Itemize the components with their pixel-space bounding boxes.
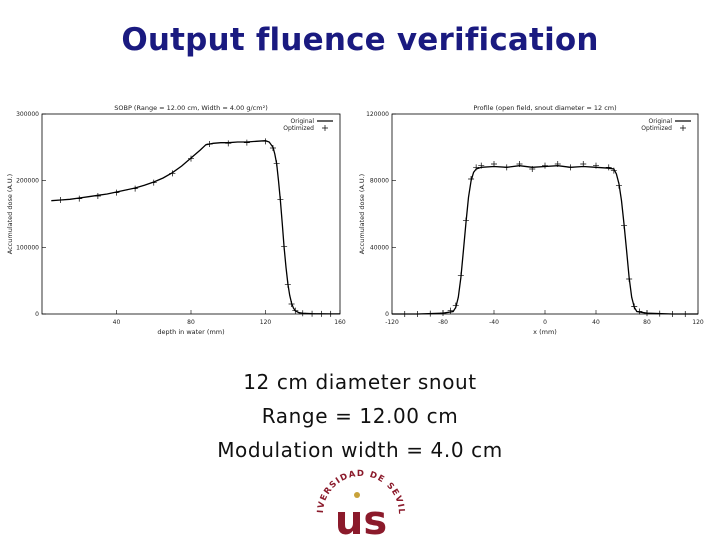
data-point-optimized: [615, 182, 622, 189]
data-point-optimized: [478, 162, 485, 169]
data-point-optimized: [491, 161, 497, 167]
x-axis-label: x (mm): [533, 328, 557, 336]
data-point-optimized: [94, 193, 101, 199]
x-axis-label: depth in water (mm): [157, 328, 224, 336]
data-point-optimized: [292, 307, 299, 314]
data-point-optimized: [462, 217, 469, 224]
data-point-optimized: [284, 281, 291, 288]
data-point-optimized: [318, 310, 325, 317]
data-point-optimized: [626, 276, 633, 282]
x-tick-label: 0: [543, 319, 547, 326]
chart-title: Profile (open field, snout diameter = 12…: [473, 104, 616, 112]
x-tick-label: 120: [260, 319, 272, 326]
legend-entry-optimized: Optimized: [283, 125, 314, 132]
legend-entry-original: Original: [649, 118, 673, 125]
data-point-optimized: [610, 167, 617, 174]
sobp-depth-dose-chart: 40 80 120 160 0 100000 200000 300000 SOBP (Range…: [6, 104, 346, 336]
plot-frame: [41, 113, 341, 315]
x-tick-label: 120: [692, 319, 704, 326]
data-point-optimized: [273, 160, 280, 167]
data-point-optimized: [57, 197, 64, 203]
x-tick-label: 80: [643, 319, 651, 326]
slide-title: Output fluence verification: [121, 22, 599, 58]
data-point-optimized: [309, 310, 316, 317]
data-point-optimized: [457, 272, 464, 279]
x-tick-label: 80: [187, 319, 195, 326]
data-point-optimized: [682, 311, 689, 317]
data-point-optimized: [631, 303, 638, 310]
data-point-optimized: [288, 301, 295, 307]
data-point-optimized: [516, 161, 523, 167]
y-tick-label: 200000: [16, 178, 39, 185]
data-point-optimized: [554, 161, 561, 167]
data-point-optimized: [621, 222, 628, 229]
y-axis-label: Accumulated dose (A.U.): [358, 174, 366, 254]
data-point-optimized: [327, 310, 334, 317]
x-tick-label: 40: [113, 319, 121, 326]
data-point-optimized: [299, 310, 306, 317]
data-point-optimized: [414, 311, 421, 317]
data-point-optimized: [169, 170, 176, 177]
x-tick-label: 40: [592, 319, 600, 326]
data-point-optimized: [150, 179, 157, 186]
data-point-optimized: [669, 311, 676, 317]
data-point-optimized: [206, 141, 213, 147]
data-point-optimized: [636, 308, 643, 315]
data-point-optimized: [447, 307, 454, 314]
data-point-optimized: [452, 302, 459, 309]
y-tick-label: 0: [385, 311, 389, 318]
x-tick-label: -80: [438, 319, 448, 326]
data-point-optimized: [542, 162, 548, 169]
data-point-optimized: [401, 311, 408, 317]
data-point-optimized: [225, 140, 232, 147]
caption-modulation-width: Modulation width = 4.0 cm: [217, 438, 503, 462]
data-point-optimized: [113, 189, 120, 196]
chart-title: SOBP (Range = 12.00 cm, Width = 4.00 g/c…: [114, 104, 267, 112]
data-point-optimized: [132, 185, 139, 192]
caption-range: Range = 12.00 cm: [261, 404, 459, 428]
x-tick-label: 160: [334, 319, 346, 326]
data-point-optimized: [188, 155, 194, 162]
data-point-optimized: [468, 176, 475, 182]
data-point-optimized: [76, 195, 83, 202]
y-tick-label: 40000: [370, 244, 389, 251]
y-tick-label: 300000: [16, 111, 39, 118]
y-tick-label: 120000: [366, 111, 389, 118]
legend-entry-optimized: Optimized: [641, 125, 672, 132]
data-point-optimized: [473, 164, 480, 171]
plot-frame: [391, 113, 699, 315]
data-point-optimized: [567, 164, 574, 171]
data-point-optimized: [440, 310, 446, 316]
caption-snout-diameter: 12 cm diameter snout: [243, 370, 477, 394]
data-point-optimized: [644, 310, 650, 317]
data-point-optimized: [269, 145, 276, 151]
data-point-optimized: [503, 164, 510, 171]
y-tick-label: 0: [35, 311, 39, 318]
y-tick-label: 80000: [370, 178, 389, 185]
data-point-optimized: [277, 196, 284, 203]
legend-entry-original: Original: [291, 118, 315, 125]
logo-ornament: [354, 492, 360, 498]
y-axis-label: Accumulated dose (A.U.): [6, 174, 14, 254]
y-tick-label: 100000: [16, 244, 39, 251]
logo-letters: us: [335, 498, 387, 540]
data-point-optimized: [281, 243, 288, 250]
data-point-optimized: [605, 164, 612, 171]
university-seal-logo: UNIVERSIDAD DE SEVILLA us: [313, 462, 405, 540]
x-tick-label: -40: [489, 319, 499, 326]
data-point-optimized: [243, 139, 250, 146]
legend-swatch-marker: [680, 125, 686, 131]
x-tick-label: -120: [385, 319, 399, 326]
lateral-profile-chart: -120 -80 -40 0 40 80 120 0 40000 80000 120000 Profi…: [358, 104, 704, 336]
data-point-optimized: [580, 161, 587, 167]
data-point-optimized: [593, 162, 599, 169]
legend-swatch-marker: [322, 125, 328, 131]
data-point-optimized: [529, 166, 536, 172]
data-point-optimized: [262, 138, 269, 145]
data-point-optimized: [427, 310, 434, 317]
data-point-optimized: [656, 310, 663, 317]
